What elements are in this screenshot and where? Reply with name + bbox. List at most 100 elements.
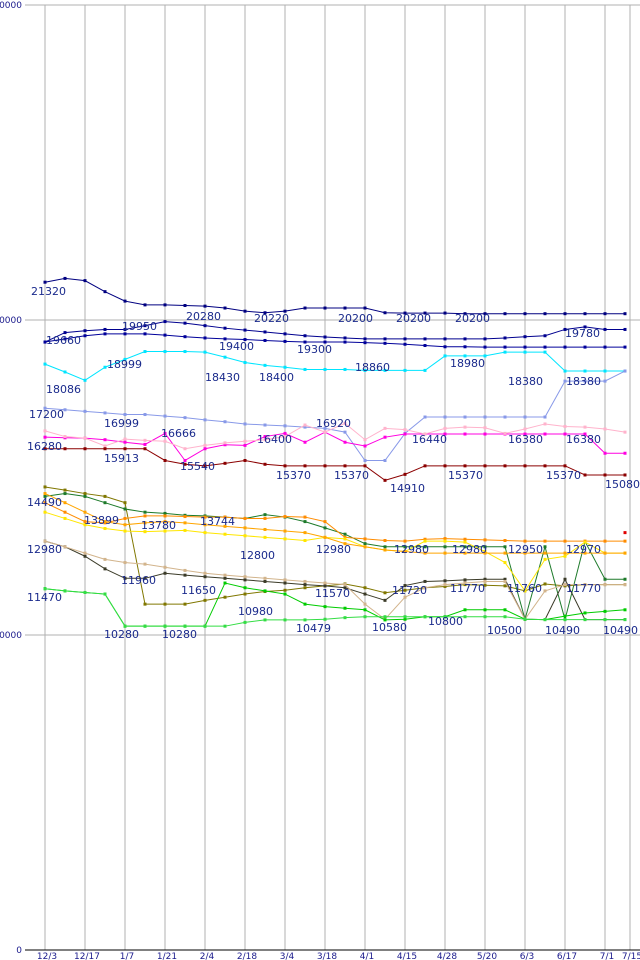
series-point [143,602,147,606]
series-point [303,539,307,542]
series-point [83,523,87,527]
series-point [303,515,307,519]
data-point-label: 18380 [566,375,601,388]
series-point [203,571,207,575]
series-point [143,576,147,580]
series-point [323,367,327,371]
series-point [83,409,87,413]
series-point [483,608,487,612]
series-point [523,345,527,349]
series-point [363,438,367,442]
series-point [283,424,287,428]
series-point [403,617,407,621]
x-tick-label: 4/15 [397,952,417,960]
data-point-label: 16380 [508,433,543,446]
series-point [563,312,567,316]
series-point [83,329,87,333]
series-point [423,537,427,541]
series-point [583,618,587,622]
series-point [103,520,107,524]
series-point [343,535,347,539]
series-point [63,516,67,520]
series-point [123,507,127,511]
series-point [523,312,527,316]
series-point [43,429,47,433]
series-point [563,369,567,373]
series-point [63,589,67,593]
series-point [563,551,567,555]
series-point [583,312,587,316]
series-point [43,280,47,284]
series-point [463,425,467,429]
series-point [603,379,607,383]
series-point [403,311,407,315]
series-path [44,493,625,622]
series-point [463,581,467,585]
series-point [283,515,287,519]
series-point [423,368,427,372]
series-point [243,309,247,313]
data-point-label: 10490 [545,624,580,637]
series-point [423,344,427,348]
series-point [483,615,487,619]
series-point [543,432,547,436]
series-point [63,492,67,496]
series-point [523,464,527,468]
series-point [623,551,627,555]
series-point [443,545,447,549]
series-point [483,464,487,468]
data-point-label: 17200 [29,408,64,421]
series-point [603,369,607,373]
series-point [303,583,307,587]
series-point [263,330,267,334]
series-point [363,458,367,462]
series-point [303,425,307,429]
series-series-navy-mid [43,320,627,344]
series-point [543,545,547,549]
series-point [163,303,167,307]
series-point [263,618,267,622]
series-point [403,337,407,341]
series-point [103,444,107,448]
series-point [103,501,107,505]
series-point [543,582,547,586]
series-point [443,415,447,419]
series-point [483,538,487,542]
series-point [303,306,307,310]
series-point [143,562,147,566]
series-point [443,537,447,541]
series-point [103,557,107,561]
series-point [263,363,267,367]
series-point [503,312,507,316]
series-point [603,618,607,622]
data-point-label: 13780 [141,519,176,532]
series-point [203,447,207,451]
series-point [443,551,447,555]
series-point [103,411,107,415]
series-series-amber [43,492,627,555]
series-point [263,311,267,315]
series-point [83,447,87,451]
series-point [403,472,407,476]
series-point [403,342,407,346]
series-point [123,516,127,520]
series-point [243,526,247,530]
series-point [383,539,387,542]
series-point [543,415,547,419]
series-point [103,438,107,442]
data-point-label: 11570 [315,587,350,600]
data-point-label: 15370 [448,469,483,482]
series-point [143,438,147,442]
series-point [483,583,487,587]
series-point [563,554,567,558]
series-point [543,334,547,338]
series-series-green-light [43,587,627,628]
series-point [63,435,67,439]
series-point [523,432,527,436]
series-point [603,577,607,581]
series-point [103,567,107,571]
data-point-label: 20220 [254,312,289,325]
data-point-label: 10500 [487,624,522,637]
series-point [463,615,467,619]
